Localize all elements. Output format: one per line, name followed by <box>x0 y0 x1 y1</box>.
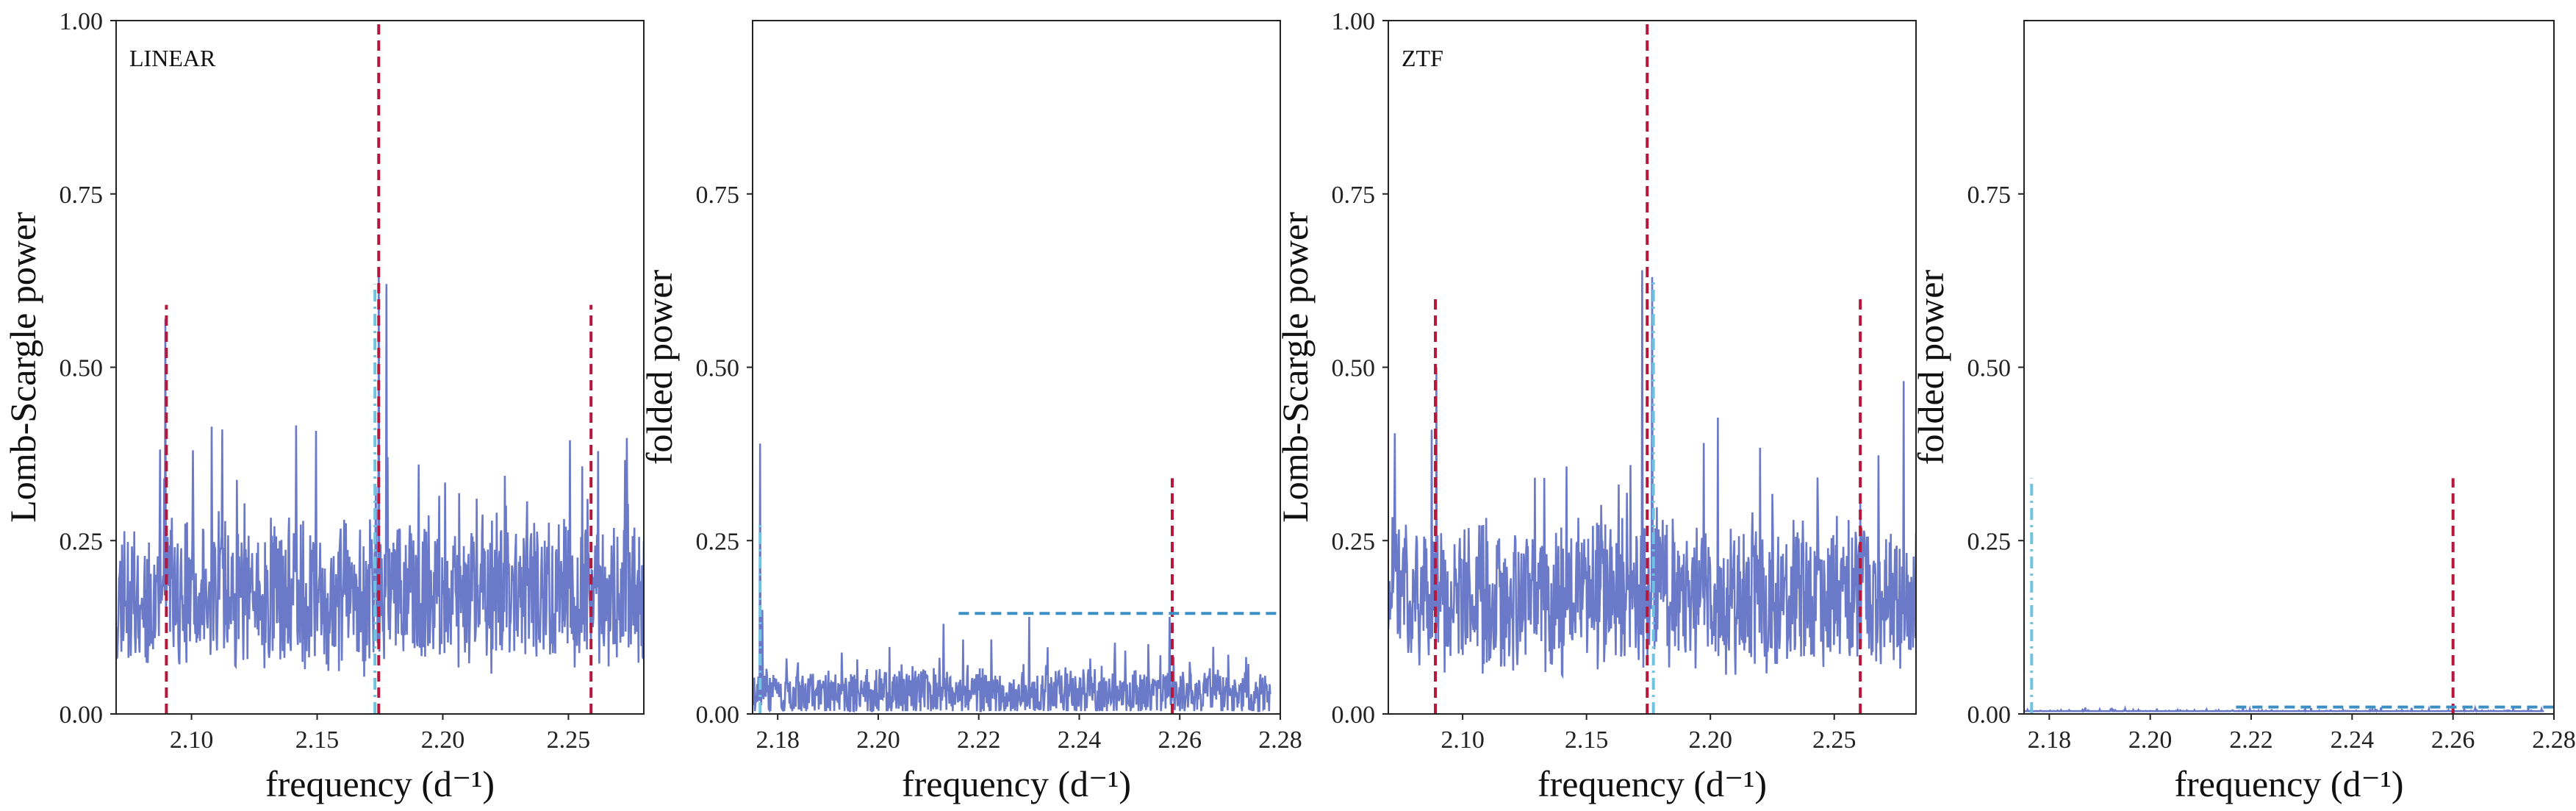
x-tick-label: 2.22 <box>2229 726 2273 754</box>
x-tick-label: 2.20 <box>856 726 900 754</box>
y-tick-label: 0.75 <box>696 182 740 209</box>
x-tick-label: 2.25 <box>1812 726 1856 754</box>
x-axis-label: frequency (d⁻¹) <box>2174 763 2403 804</box>
panel-label: LINEAR <box>129 45 216 71</box>
x-tick-label: 2.18 <box>2028 726 2072 754</box>
y-tick-label: 0.25 <box>1967 528 2012 555</box>
plot-frame <box>752 20 1281 715</box>
x-tick-label: 2.20 <box>1688 726 1732 754</box>
x-tick-label: 2.15 <box>1565 726 1609 754</box>
y-tick-label: 0.25 <box>1332 528 1376 555</box>
y-tick-label: 0.00 <box>1332 701 1376 729</box>
y-tick-label: 0.75 <box>1332 182 1376 209</box>
x-tick-label: 2.20 <box>2128 726 2173 754</box>
series-line <box>116 270 644 677</box>
y-axis-label: Lomb-Scargle power <box>1274 212 1316 523</box>
x-tick-label: 2.24 <box>2331 726 2375 754</box>
x-tick-label: 2.26 <box>1158 726 1202 754</box>
y-tick-label: 0.00 <box>60 701 104 729</box>
x-axis-label: frequency (d⁻¹) <box>902 763 1131 804</box>
y-tick-label: 0.50 <box>696 355 740 382</box>
panel-ztf-folded: 2.18 2.20 2.22 2.24 2.26 2.28 0.00 0.25 0.50 0.75… <box>1910 20 2576 804</box>
x-tick-label: 2.10 <box>1441 726 1485 754</box>
y-axis-label: Lomb-Scargle power <box>2 212 43 523</box>
y-tick-label: 0.25 <box>696 528 740 555</box>
series-line <box>1388 270 1916 679</box>
y-tick-label: 0.00 <box>1967 701 2012 729</box>
x-tick-label: 2.18 <box>756 726 800 754</box>
y-axis-label: folded power <box>639 270 680 465</box>
x-tick-label: 2.28 <box>1258 726 1302 754</box>
panel-label: ZTF <box>1402 45 1443 71</box>
x-tick-label: 2.24 <box>1058 726 1102 754</box>
x-axis-label: frequency (d⁻¹) <box>265 763 495 804</box>
y-tick-label: 0.50 <box>60 355 104 382</box>
y-tick-label: 1.00 <box>1332 8 1376 35</box>
series-line <box>2024 704 2544 713</box>
x-axis-label: frequency (d⁻¹) <box>1538 763 1767 804</box>
y-tick-label: 0.75 <box>60 182 104 209</box>
x-tick-label: 2.20 <box>421 726 465 754</box>
panel-linear-periodogram: 2.10 2.15 2.20 2.25 0.00 0.25 0.50 0.75 1.00 freq… <box>2 8 645 804</box>
y-tick-label: 1.00 <box>60 8 104 35</box>
series-line <box>753 443 1271 713</box>
x-tick-label: 2.22 <box>957 726 1001 754</box>
y-tick-label: 0.50 <box>1967 355 2012 382</box>
x-tick-label: 2.15 <box>295 726 340 754</box>
panel-ztf-periodogram: 2.10 2.15 2.20 2.25 0.00 0.25 0.50 0.75 1.00 freq… <box>1274 8 1917 804</box>
y-tick-label: 0.75 <box>1967 182 2012 209</box>
x-tick-label: 2.10 <box>170 726 214 754</box>
x-tick-label: 2.25 <box>547 726 591 754</box>
y-axis-label: folded power <box>1910 270 1951 465</box>
y-tick-label: 0.50 <box>1332 355 1376 382</box>
y-tick-label: 0.00 <box>696 701 740 729</box>
x-tick-label: 2.28 <box>2532 726 2576 754</box>
x-tick-label: 2.26 <box>2431 726 2475 754</box>
plot-frame <box>2023 20 2555 715</box>
y-tick-label: 0.25 <box>60 528 104 555</box>
panel-linear-folded: 2.18 2.20 2.22 2.24 2.26 2.28 0.00 0.25 0.50 0.75… <box>639 20 1302 804</box>
